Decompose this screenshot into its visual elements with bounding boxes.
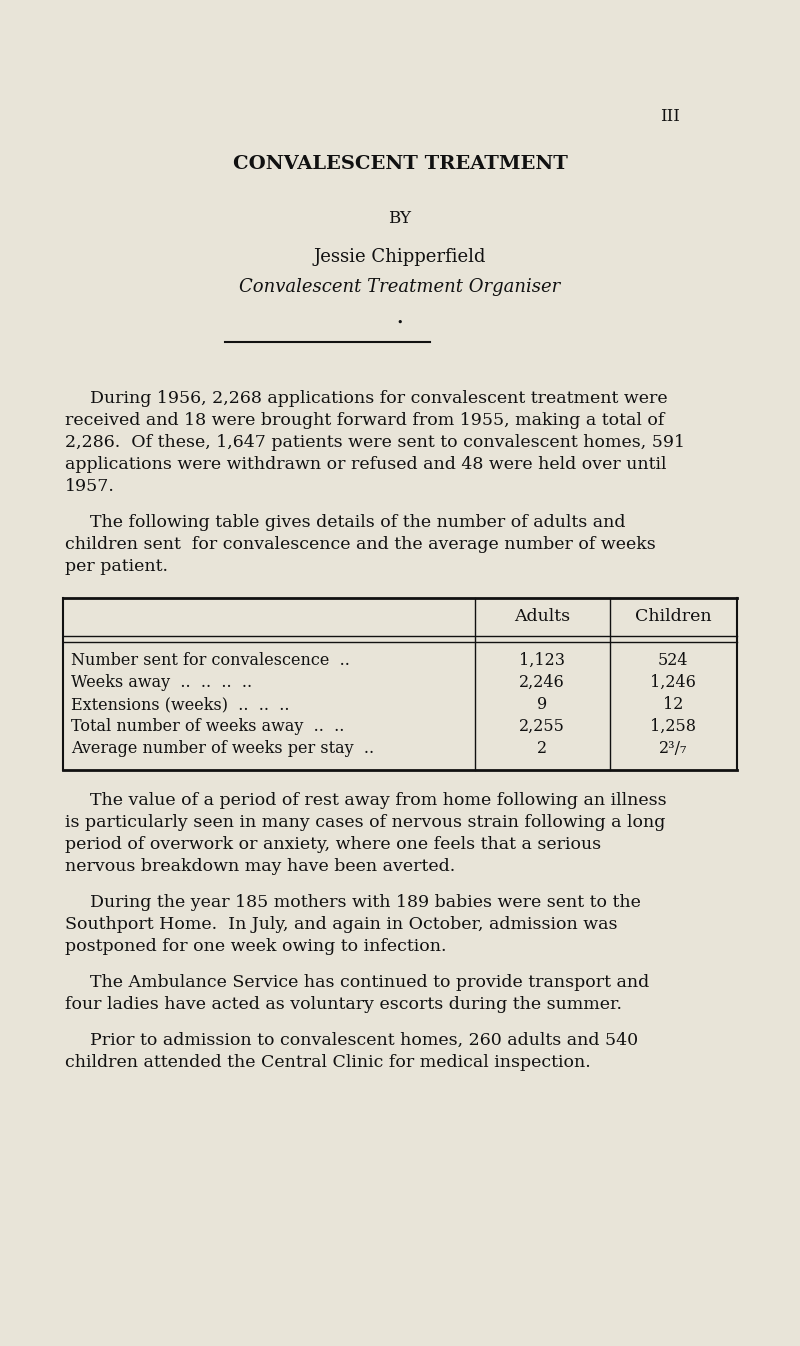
Text: period of overwork or anxiety, where one feels that a serious: period of overwork or anxiety, where one… [65,836,601,853]
Text: 2,286.  Of these, 1,647 patients were sent to convalescent homes, 591: 2,286. Of these, 1,647 patients were sen… [65,433,685,451]
Text: Total number of weeks away  ..  ..: Total number of weeks away .. .. [71,717,344,735]
Text: 1,246: 1,246 [650,674,696,690]
Text: four ladies have acted as voluntary escorts during the summer.: four ladies have acted as voluntary esco… [65,996,622,1014]
Text: Adults: Adults [514,608,570,625]
Text: CONVALESCENT TREATMENT: CONVALESCENT TREATMENT [233,155,567,174]
Text: 1,258: 1,258 [650,717,696,735]
Text: Weeks away  ..  ..  ..  ..: Weeks away .. .. .. .. [71,674,252,690]
Text: children attended the Central Clinic for medical inspection.: children attended the Central Clinic for… [65,1054,590,1071]
Text: 2: 2 [537,740,547,756]
Text: 12: 12 [663,696,683,713]
Text: Children: Children [634,608,711,625]
Text: Southport Home.  In July, and again in October, admission was: Southport Home. In July, and again in Oc… [65,917,618,933]
Text: nervous breakdown may have been averted.: nervous breakdown may have been averted. [65,857,455,875]
Text: The value of a period of rest away from home following an illness: The value of a period of rest away from … [90,791,666,809]
Text: 2,255: 2,255 [519,717,565,735]
Text: 9: 9 [537,696,547,713]
Text: 2,246: 2,246 [519,674,565,690]
Text: •: • [397,318,403,328]
Text: 1957.: 1957. [65,478,115,495]
Text: applications were withdrawn or refused and 48 were held over until: applications were withdrawn or refused a… [65,456,666,472]
Text: postponed for one week owing to infection.: postponed for one week owing to infectio… [65,938,446,956]
Text: 2³/₇: 2³/₇ [659,740,687,756]
Text: During the year 185 mothers with 189 babies were sent to the: During the year 185 mothers with 189 bab… [90,894,641,911]
Text: BY: BY [389,210,411,227]
Text: The following table gives details of the number of adults and: The following table gives details of the… [90,514,626,532]
Text: received and 18 were brought forward from 1955, making a total of: received and 18 were brought forward fro… [65,412,664,429]
Text: Average number of weeks per stay  ..: Average number of weeks per stay .. [71,740,374,756]
Text: 1,123: 1,123 [519,651,565,669]
Text: During 1956, 2,268 applications for convalescent treatment were: During 1956, 2,268 applications for conv… [90,390,668,406]
Text: children sent  for convalescence and the average number of weeks: children sent for convalescence and the … [65,536,656,553]
Text: is particularly seen in many cases of nervous strain following a long: is particularly seen in many cases of ne… [65,814,666,830]
Text: per patient.: per patient. [65,559,168,575]
Text: Number sent for convalescence  ..: Number sent for convalescence .. [71,651,350,669]
Text: Convalescent Treatment Organiser: Convalescent Treatment Organiser [239,279,561,296]
Text: Jessie Chipperfield: Jessie Chipperfield [314,248,486,267]
Text: III: III [660,108,680,125]
Text: The Ambulance Service has continued to provide transport and: The Ambulance Service has continued to p… [90,975,650,991]
Text: Extensions (weeks)  ..  ..  ..: Extensions (weeks) .. .. .. [71,696,290,713]
Text: Prior to admission to convalescent homes, 260 adults and 540: Prior to admission to convalescent homes… [90,1032,638,1049]
Text: 524: 524 [658,651,688,669]
